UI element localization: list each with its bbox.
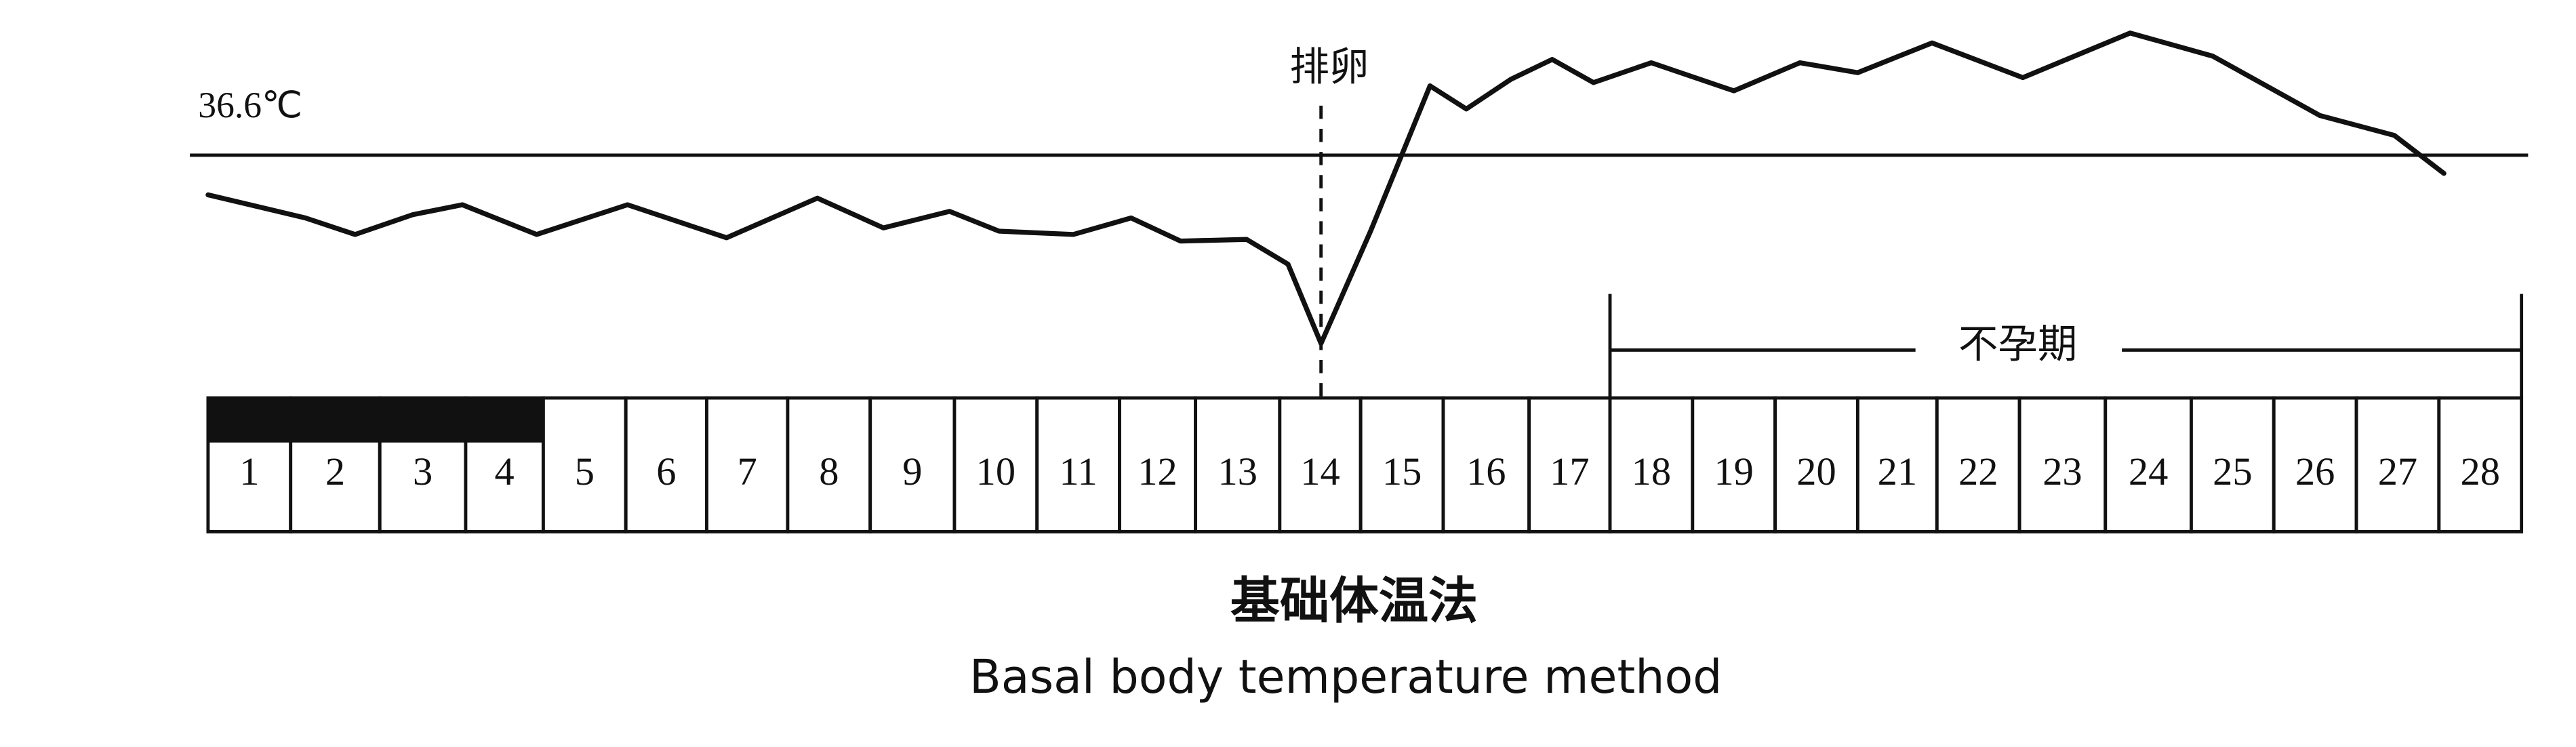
day-cell [1441,396,1531,533]
day-number: 7 [738,449,757,493]
day-number: 11 [1059,449,1097,493]
day-number: 17 [1550,449,1589,493]
infertile-label: 不孕期 [1958,321,2077,367]
day-cell [1527,396,1612,533]
day-cell [1194,396,1282,533]
day-cell [1855,396,1939,533]
day-number: 12 [1138,449,1177,493]
day-number: 22 [1958,449,1998,493]
day-number: 2 [325,449,345,493]
day-number: 28 [2460,449,2499,493]
caption-title: 基础体温法 [1230,573,1478,630]
day-number: 5 [575,449,595,493]
day-number: 3 [413,449,432,493]
day-cell [1035,396,1121,533]
day-number: 19 [1714,449,1753,493]
day-cell [2189,396,2276,533]
day-cell [1773,396,1859,533]
day-number: 13 [1217,449,1257,493]
day-number: 1 [239,449,259,493]
day-number: 6 [656,449,676,493]
day-number: 4 [495,449,515,493]
day-number: 23 [2042,449,2082,493]
day-cell [2104,396,2193,533]
day-number: 27 [2378,449,2417,493]
day-cell [1691,396,1777,533]
day-cell [624,396,708,533]
day-number: 24 [2129,449,2168,493]
day-number: 26 [2295,449,2335,493]
day-row: 1 2 3 4 5 6 7 8 9 10 11 12 13 14 15 16 17 18 19 20 21 22 23 24 2… [206,396,2524,533]
day-cell [2272,396,2358,533]
day-number: 8 [819,449,839,493]
day-number: 14 [1300,449,1340,493]
day-cell [2017,396,2108,533]
menstruation-bar [207,398,544,443]
day-number: 9 [902,449,922,493]
reference-label: 36.6℃ [198,85,302,125]
day-number: 21 [1878,449,1917,493]
ovulation-label: 排卵 [1289,43,1369,89]
day-number: 25 [2213,449,2252,493]
day-cell [868,396,957,533]
day-number: 20 [1796,449,1836,493]
day-number: 16 [1466,449,1506,493]
day-number: 10 [976,449,1015,493]
day-cell [2437,396,2524,533]
day-cell [1278,396,1363,533]
day-cell [541,396,628,533]
caption-subtitle: Basal body temperature method [969,651,1722,704]
day-cell [1935,396,2021,533]
day-number: 15 [1382,449,1422,493]
day-number: 18 [1632,449,1671,493]
